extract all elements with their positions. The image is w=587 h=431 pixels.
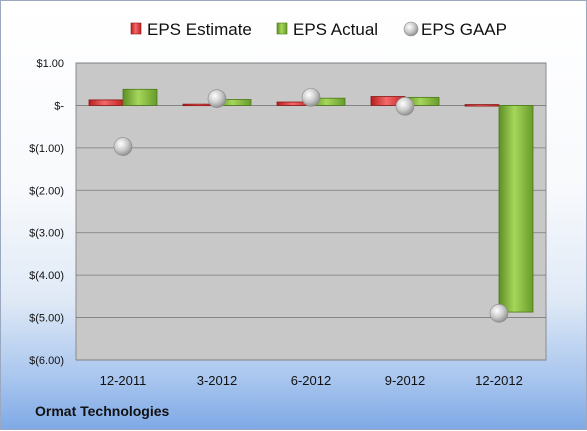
eps-gaap-marker: [395, 96, 415, 116]
y-tick-label: $(2.00): [29, 185, 64, 197]
x-tick-label: 12-2012: [475, 373, 523, 388]
y-tick-label: $(6.00): [29, 355, 64, 367]
y-tick-label: $(1.00): [29, 143, 64, 155]
eps-gaap-marker: [207, 89, 227, 108]
legend-estimate-swatch: [130, 22, 142, 35]
x-tick-label: 12-2011: [100, 373, 147, 388]
x-tick-label: 3-2012: [197, 373, 237, 388]
y-tick-label: $(5.00): [29, 313, 64, 325]
eps-gaap-marker: [301, 88, 321, 107]
eps-actual-bar: [498, 105, 534, 313]
y-tick-label: $-: [54, 100, 64, 112]
y-axis-ticks: $1.00 $- $(1.00) $(2.00) $(3.00) $(4.00) $(5.0…: [29, 58, 64, 367]
y-tick-label: $1.00: [36, 58, 64, 70]
x-tick-label: 6-2012: [291, 373, 331, 388]
y-tick-label: $(4.00): [29, 270, 64, 282]
legend-gaap-label: EPS GAAP: [421, 20, 507, 39]
legend-actual-label: EPS Actual: [293, 20, 378, 39]
x-tick-label: 9-2012: [385, 373, 425, 388]
eps-estimate-bar: [88, 99, 124, 106]
legend-actual-swatch: [276, 22, 288, 35]
eps-gaap-marker: [489, 304, 509, 323]
legend-estimate-label: EPS Estimate: [147, 20, 252, 39]
eps-actual-bar: [122, 88, 158, 106]
x-axis-ticks: 12-2011 3-2012 6-2012 9-2012 12-2012: [100, 373, 523, 388]
company-name: Ormat Technologies: [35, 403, 170, 419]
bars: [88, 88, 534, 313]
y-tick-label: $(3.00): [29, 228, 64, 240]
gaap-markers: [113, 88, 509, 323]
eps-estimate-bar: [464, 104, 500, 107]
eps-gaap-marker: [113, 137, 133, 156]
plot-area: [75, 62, 547, 361]
legend-gaap-swatch: [403, 21, 419, 37]
chart-legend: EPS Estimate EPS Actual EPS GAAP: [130, 20, 507, 39]
